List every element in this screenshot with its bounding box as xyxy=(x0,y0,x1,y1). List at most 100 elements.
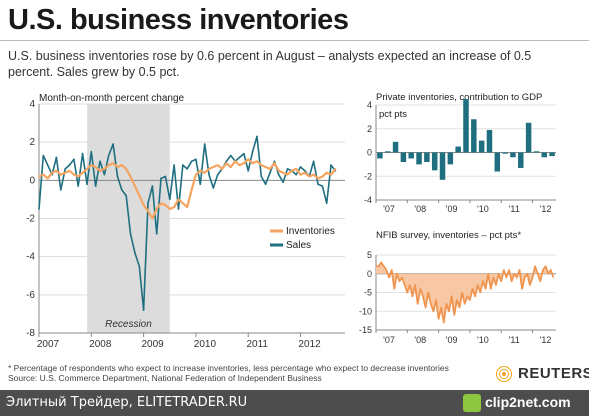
data-point-inventories xyxy=(295,168,297,170)
data-point-sales xyxy=(138,265,141,268)
data-point-sales xyxy=(199,183,202,185)
data-point-inventories xyxy=(134,185,136,187)
data-point-inventories xyxy=(299,173,302,176)
area-x-tick-label: '07 xyxy=(383,335,395,345)
data-point-inventories xyxy=(216,164,219,166)
reuters-dot-icon xyxy=(494,364,514,384)
data-point-inventories xyxy=(334,168,337,170)
data-point-inventories xyxy=(86,168,88,170)
data-point-inventories xyxy=(260,164,263,166)
data-point-inventories xyxy=(208,168,210,170)
bar-y-tick-label: -2 xyxy=(364,171,372,181)
data-point-sales xyxy=(125,194,127,197)
area-x-tick-label: '11 xyxy=(509,335,520,345)
data-point-inventories xyxy=(225,162,228,164)
data-point-sales xyxy=(168,198,171,201)
bar xyxy=(502,152,508,154)
clip2net-wordmark: clip2net.com xyxy=(485,394,571,410)
data-point-inventories xyxy=(151,217,154,220)
data-point-inventories xyxy=(312,173,315,176)
bar xyxy=(478,140,485,153)
data-point-sales xyxy=(112,143,114,145)
main-chart-title: Month-on-month percent change xyxy=(39,93,185,104)
data-point-sales xyxy=(55,156,58,159)
data-point-inventories xyxy=(55,169,58,172)
data-point-inventories xyxy=(203,171,206,174)
data-point-inventories xyxy=(107,164,110,166)
data-point-inventories xyxy=(116,166,119,168)
bar xyxy=(518,152,524,168)
bar-x-tick-label: '09 xyxy=(446,204,458,214)
data-point-inventories xyxy=(247,158,250,161)
bar-y-tick-label: 4 xyxy=(367,100,372,110)
bar-x-tick-label: '07 xyxy=(383,204,395,214)
data-point-inventories xyxy=(112,162,114,164)
area-y-tick-label: 5 xyxy=(367,250,372,260)
data-point-sales xyxy=(42,154,45,157)
data-point-inventories xyxy=(129,175,132,178)
data-point-sales xyxy=(107,154,110,157)
data-point-sales xyxy=(195,158,197,161)
data-point-sales xyxy=(68,164,71,166)
data-point-sales xyxy=(203,143,206,145)
data-point-sales xyxy=(38,208,40,210)
data-point-sales xyxy=(94,185,97,187)
bar xyxy=(439,152,446,180)
data-point-sales xyxy=(142,309,145,311)
data-point-inventories xyxy=(155,208,158,210)
main-y-tick-label: 4 xyxy=(29,99,35,110)
data-point-sales xyxy=(286,168,289,170)
data-point-inventories xyxy=(51,171,53,174)
data-point-sales xyxy=(81,152,84,155)
reuters-wordmark: REUTERS xyxy=(518,365,589,382)
area-y-tick-label: -5 xyxy=(364,288,372,298)
data-point-sales xyxy=(251,150,254,153)
data-point-inventories xyxy=(230,166,232,168)
data-point-inventories xyxy=(64,171,66,174)
data-point-inventories xyxy=(38,175,40,178)
bar xyxy=(447,152,454,165)
data-point-sales xyxy=(256,135,258,138)
data-point-inventories xyxy=(90,164,93,166)
main-x-tick-label: 2007 xyxy=(37,339,60,350)
data-point-inventories xyxy=(238,164,241,166)
data-point-sales xyxy=(269,171,271,174)
data-point-sales xyxy=(90,150,93,153)
data-point-sales xyxy=(121,189,123,191)
data-point-inventories xyxy=(264,166,267,168)
data-point-inventories xyxy=(160,202,162,205)
page-subtitle: U.S. business inventories rose by 0.6 pe… xyxy=(8,49,532,79)
data-point-sales xyxy=(164,175,167,178)
bar xyxy=(377,152,383,159)
bar xyxy=(408,152,414,159)
data-point-sales xyxy=(282,181,284,184)
data-point-sales xyxy=(212,187,215,189)
footnote: * Percentage of respondents who expect t… xyxy=(8,363,488,383)
data-point-inventories xyxy=(321,175,324,178)
data-point-inventories xyxy=(46,177,49,180)
data-point-inventories xyxy=(317,177,319,180)
data-point-sales xyxy=(86,183,88,185)
site-label: Элитный Трейдер, ELITETRADER.RU xyxy=(6,395,248,410)
bar xyxy=(494,152,501,172)
bar xyxy=(471,119,477,153)
footnote-definition: * Percentage of respondents who expect t… xyxy=(8,363,449,373)
reuters-logo: REUTERS xyxy=(494,362,589,386)
footnote-source: Source: U.S. Commerce Department, Nation… xyxy=(8,373,322,383)
data-point-sales xyxy=(134,252,136,254)
bar xyxy=(424,152,430,162)
area-fill xyxy=(376,262,554,323)
bar-x-tick-label: '12 xyxy=(540,204,552,214)
data-point-sales xyxy=(151,185,154,187)
data-point-sales xyxy=(295,173,297,176)
page-title: U.S. business inventories xyxy=(8,4,349,36)
bar-x-tick-label: '08 xyxy=(414,204,426,214)
data-point-inventories xyxy=(273,162,276,164)
data-point-sales xyxy=(116,175,119,178)
bar xyxy=(416,152,422,165)
data-point-inventories xyxy=(195,173,197,176)
data-point-sales xyxy=(230,154,232,157)
data-point-sales xyxy=(225,160,228,163)
data-point-sales xyxy=(46,164,49,166)
